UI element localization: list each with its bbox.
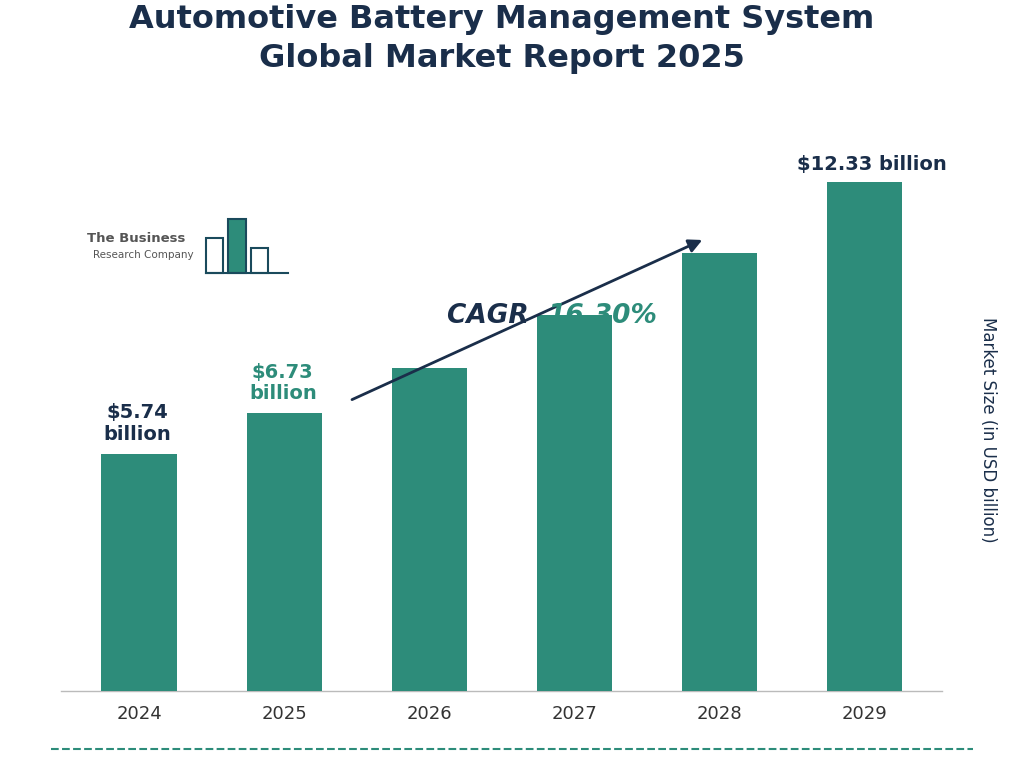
Bar [206, 238, 223, 273]
Bar [247, 413, 322, 691]
Title: Automotive Battery Management System
Global Market Report 2025: Automotive Battery Management System Glo… [129, 4, 874, 74]
Bar [101, 454, 177, 691]
Text: $5.74
billion: $5.74 billion [103, 403, 172, 444]
Bar [391, 368, 467, 691]
Text: Market Size (in USD billion): Market Size (in USD billion) [979, 317, 997, 543]
Bar [826, 182, 902, 691]
Bar [682, 253, 757, 691]
Text: The Business: The Business [87, 232, 185, 244]
Bar [228, 219, 246, 273]
Text: Research Company: Research Company [93, 250, 194, 260]
Text: CAGR: CAGR [447, 303, 539, 329]
Bar [251, 247, 268, 273]
Bar [537, 315, 612, 691]
Text: $6.73
billion: $6.73 billion [249, 362, 316, 403]
Text: $12.33 billion: $12.33 billion [797, 154, 946, 174]
Text: 16.30%: 16.30% [548, 303, 658, 329]
